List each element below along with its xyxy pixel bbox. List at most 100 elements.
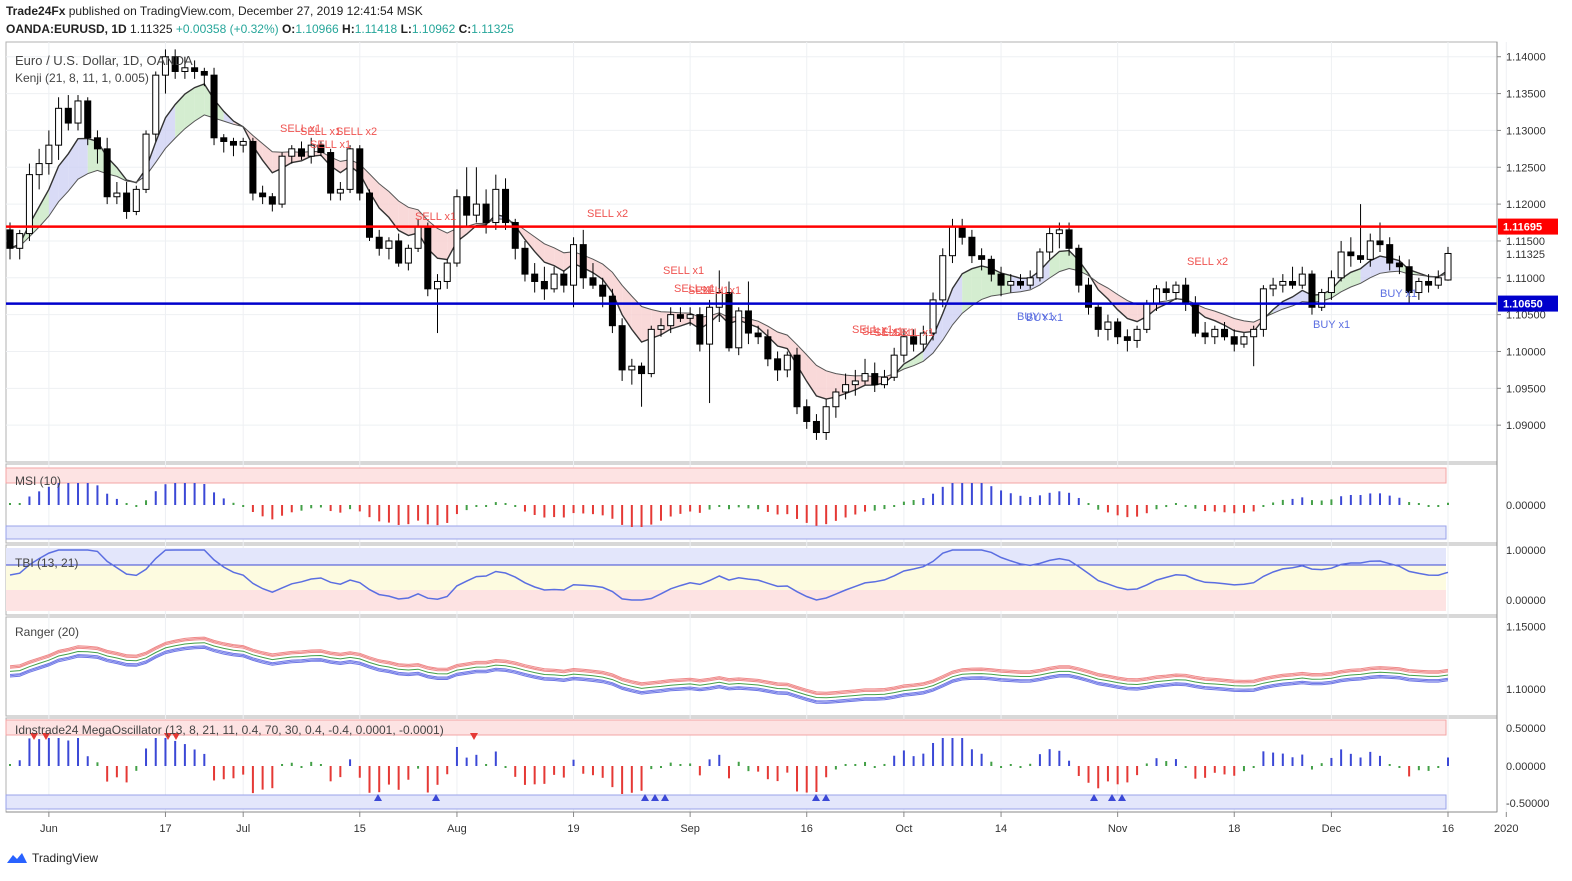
mega-bar	[47, 738, 50, 766]
ranger-lower-band	[9, 647, 1449, 704]
kenji-cloud	[39, 189, 49, 228]
tbi-line	[9, 549, 1449, 601]
mega-bar	[1077, 766, 1080, 776]
candle-body	[774, 358, 782, 371]
mega-sell-arrow	[470, 733, 478, 740]
x-tick-label: Jun	[40, 823, 58, 835]
msi-bar	[805, 505, 808, 523]
candle-body	[220, 137, 228, 142]
publisher-name[interactable]: Trade24Fx	[6, 4, 66, 18]
tbi-label[interactable]: TBI (13, 21)	[15, 556, 79, 570]
msi-bar	[1000, 490, 1003, 505]
mega-bar	[378, 766, 381, 793]
tradingview-logo[interactable]: TradingView	[6, 851, 98, 865]
candle-body	[1230, 336, 1238, 345]
kenji-cloud	[942, 288, 953, 341]
msi-bar	[912, 500, 915, 505]
mega-bar	[1116, 766, 1119, 785]
tbi-mid-zone	[6, 565, 1446, 590]
msi-bar	[9, 503, 11, 505]
candle-body	[1104, 321, 1112, 330]
x-tick-label: 2020	[1494, 823, 1518, 835]
sell-signal: SELL x2	[1187, 256, 1228, 268]
mega-bar	[193, 749, 196, 766]
mega-sell-arrow	[30, 733, 38, 740]
mega-bar	[1437, 766, 1440, 768]
kenji-cloud	[816, 365, 827, 400]
mega-buy-arrow	[374, 794, 382, 801]
mega-sell-arrow	[42, 733, 50, 740]
mega-bar	[281, 764, 284, 766]
symbol-name[interactable]: OANDA:EURUSD, 1D	[6, 22, 127, 36]
mega-buy-arrow	[641, 794, 649, 801]
candle-body	[803, 406, 811, 422]
sell-signal: SELL x1	[674, 283, 715, 295]
msi-bar	[1398, 497, 1401, 505]
mega-bar	[1369, 751, 1372, 766]
candle-body	[880, 376, 888, 386]
msi-bar	[1077, 498, 1080, 505]
x-tick-label: 16	[801, 823, 813, 835]
msi-bar	[387, 505, 390, 523]
candle-body	[696, 314, 704, 345]
kenji-cloud	[1117, 294, 1128, 319]
msi-bar	[718, 505, 721, 507]
kenji-cloud	[1010, 275, 1021, 293]
price-tick-label: 1.13500	[1506, 89, 1546, 101]
candle-body	[842, 384, 850, 393]
candle-body	[1250, 328, 1258, 338]
candle-body	[502, 188, 510, 224]
price-tick-label: 1.12500	[1506, 162, 1546, 174]
mega-bar	[659, 766, 662, 768]
mega-bar	[543, 766, 546, 784]
mega-bar	[1204, 766, 1207, 778]
candle-body	[249, 140, 257, 194]
price-tick-label: 1.14000	[1506, 52, 1546, 64]
msi-bar	[630, 505, 633, 527]
msi-bar	[970, 483, 973, 505]
mega-label[interactable]: Idnstrade24 MegaOscillator (13, 8, 21, 1…	[15, 723, 444, 737]
kenji-label[interactable]: Kenji (21, 8, 11, 1, 0.005)	[15, 71, 149, 85]
candle-body	[783, 354, 791, 371]
msi-bar	[242, 505, 245, 507]
msi-bar	[106, 493, 109, 505]
candle-body	[385, 240, 393, 249]
msi-bar	[902, 501, 905, 505]
kenji-cloud	[1224, 314, 1235, 331]
msi-bar	[290, 505, 293, 513]
mega-bar	[1447, 757, 1449, 766]
ranger-label[interactable]: Ranger (20)	[15, 625, 80, 639]
mega-bar	[1213, 766, 1216, 773]
msi-bar	[329, 505, 332, 512]
candle-body	[1065, 229, 1073, 249]
candle-body	[1434, 277, 1442, 286]
mega-bar	[1408, 766, 1411, 777]
msi-label[interactable]: MSI (10)	[15, 474, 62, 488]
mega-buy-arrow	[812, 794, 820, 801]
kenji-cloud	[194, 84, 205, 122]
kenji-cloud	[631, 296, 642, 343]
candle-body	[910, 336, 918, 345]
candle-body	[191, 67, 199, 72]
msi-bar	[319, 505, 322, 508]
mega-bar	[970, 749, 973, 766]
candle-body	[1386, 244, 1394, 264]
sell-signal: SELL x1	[310, 139, 351, 151]
x-tick-label: Dec	[1322, 823, 1342, 835]
kenji-cloud	[1039, 260, 1050, 285]
mega-bar	[1155, 758, 1158, 766]
ranger-upper-band	[9, 636, 1449, 693]
candle-body	[764, 336, 772, 360]
mega-bar	[1165, 761, 1168, 766]
mega-bar	[621, 766, 624, 794]
msi-bar	[465, 505, 468, 511]
x-tick-label: 19	[567, 823, 579, 835]
sell-signal: SELL x1	[688, 285, 729, 297]
candle-body	[463, 196, 471, 216]
mega-bar	[776, 766, 779, 782]
msi-bar	[1340, 496, 1343, 505]
msi-bar	[47, 486, 50, 505]
msi-bar	[261, 505, 264, 517]
msi-bar	[300, 505, 303, 511]
